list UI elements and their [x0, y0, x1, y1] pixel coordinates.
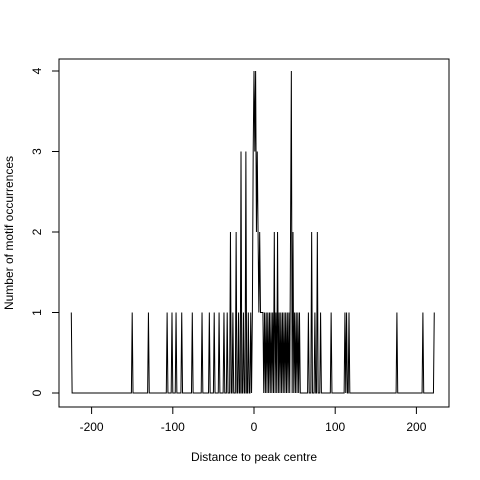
x-tick-label: 0: [251, 420, 258, 434]
y-tick-label: 4: [30, 67, 44, 74]
y-axis-title: Number of motif occurrences: [2, 156, 16, 310]
x-tick-label: -100: [161, 420, 185, 434]
x-axis: -200 -100 0 100 200: [80, 406, 427, 434]
y-axis: 0 1 2 3 4: [30, 67, 60, 396]
y-tick-label: 1: [30, 309, 44, 316]
y-tick-label: 3: [30, 148, 44, 155]
x-tick-label: 200: [406, 420, 426, 434]
y-tick-label: 0: [30, 389, 44, 396]
series-layer: [70, 70, 435, 394]
x-tick-label: 100: [325, 420, 345, 434]
x-tick-label: -200: [80, 420, 104, 434]
series-line-1: [70, 70, 435, 394]
y-tick-label: 2: [30, 228, 44, 235]
x-axis-title: Distance to peak centre: [191, 450, 317, 464]
